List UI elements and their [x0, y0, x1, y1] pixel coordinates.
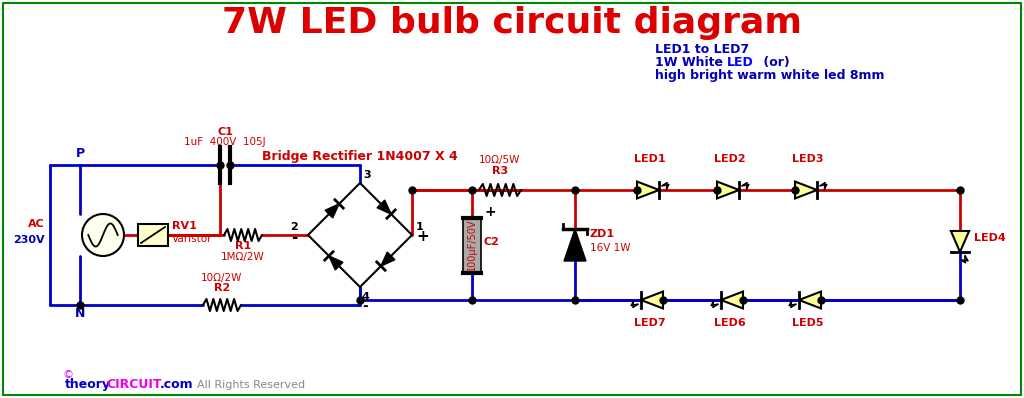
Text: R3: R3 [492, 166, 508, 176]
Text: ZD1: ZD1 [590, 229, 615, 239]
Text: 7W LED bulb circuit diagram: 7W LED bulb circuit diagram [222, 6, 802, 40]
Polygon shape [721, 292, 743, 308]
Text: .com: .com [160, 378, 194, 391]
Polygon shape [795, 181, 817, 199]
Polygon shape [325, 204, 339, 218]
Text: 1: 1 [416, 222, 424, 232]
Text: high bright warm white led 8mm: high bright warm white led 8mm [655, 69, 885, 82]
Text: Bridge Rectifier 1N4007 X 4: Bridge Rectifier 1N4007 X 4 [262, 150, 458, 163]
Bar [463, 217, 481, 273]
Text: LED4: LED4 [974, 233, 1006, 243]
Polygon shape [329, 256, 343, 270]
Text: LED1: LED1 [634, 154, 666, 164]
Polygon shape [951, 231, 969, 252]
Text: 100μF/50V: 100μF/50V [467, 219, 477, 271]
Text: 2: 2 [290, 222, 298, 232]
Text: LED2: LED2 [714, 154, 745, 164]
Text: 3: 3 [362, 170, 371, 180]
Text: CIRCUIT: CIRCUIT [106, 378, 162, 391]
Polygon shape [641, 292, 663, 308]
Polygon shape [799, 292, 821, 308]
Text: RV1: RV1 [172, 221, 197, 231]
Bar [138, 224, 168, 246]
Polygon shape [377, 200, 391, 214]
Text: 10Ω/2W: 10Ω/2W [202, 273, 243, 283]
Polygon shape [637, 181, 659, 199]
Text: 10Ω/5W: 10Ω/5W [479, 155, 520, 165]
Text: 1uF  400V  105J: 1uF 400V 105J [184, 137, 266, 147]
Polygon shape [381, 252, 395, 266]
Text: 1W White: 1W White [655, 56, 727, 69]
Text: ©: © [62, 370, 74, 380]
Text: +: + [416, 229, 429, 244]
Polygon shape [564, 229, 586, 261]
Text: C2: C2 [484, 237, 500, 247]
Text: LED7: LED7 [634, 318, 666, 328]
Text: R1: R1 [234, 241, 251, 251]
Text: theory: theory [65, 378, 111, 391]
Circle shape [82, 214, 124, 256]
Text: P: P [76, 147, 85, 160]
Text: C1: C1 [217, 127, 232, 137]
Text: All Rights Reserved: All Rights Reserved [190, 380, 305, 390]
Text: LED5: LED5 [793, 318, 823, 328]
Text: 16V 1W: 16V 1W [590, 243, 631, 253]
Text: -: - [292, 230, 298, 245]
Text: -: - [362, 299, 368, 313]
Text: Varistor: Varistor [172, 234, 213, 244]
Text: R2: R2 [214, 283, 230, 293]
Text: LED: LED [727, 56, 754, 69]
Text: +: + [484, 205, 496, 219]
Text: LED6: LED6 [714, 318, 745, 328]
Text: 230V: 230V [13, 235, 45, 245]
Text: 4: 4 [362, 292, 370, 302]
Text: AC: AC [29, 219, 45, 229]
Text: LED3: LED3 [793, 154, 823, 164]
Text: N: N [75, 307, 85, 320]
Polygon shape [717, 181, 739, 199]
Text: LED1 to LED7: LED1 to LED7 [655, 43, 750, 56]
Text: (or): (or) [759, 56, 790, 69]
Text: 1MΩ/2W: 1MΩ/2W [221, 252, 265, 262]
